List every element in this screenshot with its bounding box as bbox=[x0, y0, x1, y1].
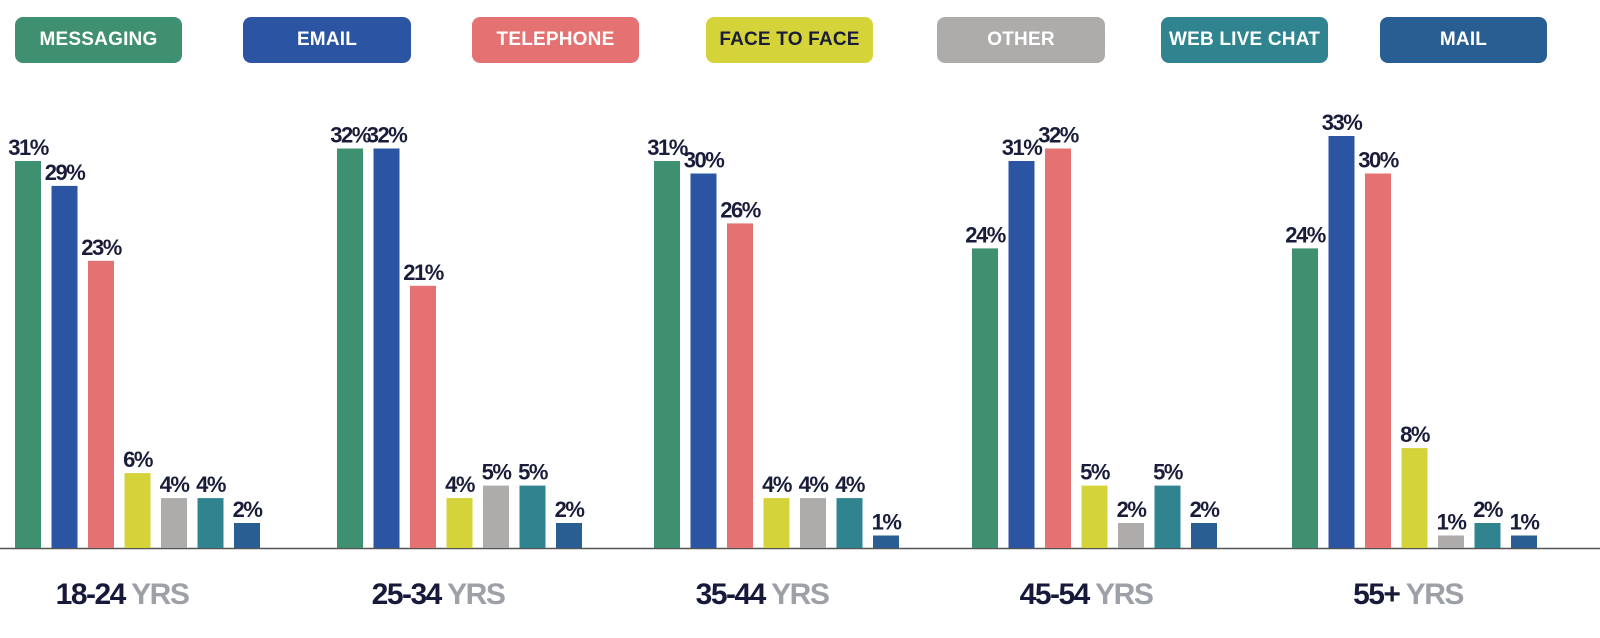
value-label-mail-18-24: 2% bbox=[233, 497, 263, 522]
value-label-telephone-25-34: 21% bbox=[403, 260, 443, 285]
bar-email-45-54 bbox=[1008, 161, 1035, 548]
legend-item-email: EMAIL bbox=[243, 17, 411, 63]
value-label-face-to-face-55: 8% bbox=[1400, 422, 1430, 447]
bar-face-to-face-25-34 bbox=[446, 498, 473, 548]
group-label-range: 55+ bbox=[1353, 578, 1401, 611]
value-label-other-35-44: 4% bbox=[799, 472, 829, 497]
bar-web-live-chat-55 bbox=[1474, 523, 1501, 548]
value-label-face-to-face-45-54: 5% bbox=[1080, 460, 1110, 485]
value-label-email-18-24: 29% bbox=[45, 160, 85, 185]
bar-messaging-35-44 bbox=[654, 161, 680, 548]
value-label-telephone-55: 30% bbox=[1358, 148, 1398, 173]
bar-messaging-45-54 bbox=[972, 248, 998, 548]
group-label-25-34: 25-34 YRS bbox=[308, 578, 568, 612]
bar-web-live-chat-18-24 bbox=[197, 498, 224, 548]
bar-telephone-18-24 bbox=[88, 260, 114, 548]
bar-mail-25-34 bbox=[556, 523, 582, 548]
value-label-messaging-55: 24% bbox=[1285, 222, 1325, 247]
bar-messaging-18-24 bbox=[15, 161, 41, 548]
legend-item-telephone: TELEPHONE bbox=[472, 17, 639, 63]
value-label-face-to-face-18-24: 6% bbox=[123, 447, 153, 472]
value-label-web-live-chat-45-54: 5% bbox=[1153, 460, 1183, 485]
group-label-18-24: 18-24 YRS bbox=[0, 578, 252, 612]
value-label-mail-35-44: 1% bbox=[872, 510, 902, 535]
bar-telephone-35-44 bbox=[727, 223, 753, 548]
bar-face-to-face-55 bbox=[1401, 448, 1428, 548]
value-label-web-live-chat-25-34: 5% bbox=[518, 460, 548, 485]
group-label-unit: YRS bbox=[131, 578, 190, 611]
bar-other-18-24 bbox=[161, 498, 187, 548]
bar-web-live-chat-45-54 bbox=[1154, 485, 1181, 548]
bar-telephone-25-34 bbox=[410, 285, 436, 548]
bar-mail-55 bbox=[1511, 535, 1537, 548]
value-label-mail-55: 1% bbox=[1510, 510, 1540, 535]
bar-other-35-44 bbox=[800, 498, 826, 548]
bar-other-55 bbox=[1438, 535, 1464, 548]
bar-email-35-44 bbox=[690, 173, 717, 548]
legend-item-mail: MAIL bbox=[1380, 17, 1547, 63]
value-label-web-live-chat-18-24: 4% bbox=[196, 472, 226, 497]
legend-item-messaging: MESSAGING bbox=[15, 17, 182, 63]
bar-telephone-45-54 bbox=[1045, 148, 1071, 548]
value-label-web-live-chat-55: 2% bbox=[1473, 497, 1503, 522]
value-label-messaging-18-24: 31% bbox=[8, 135, 48, 160]
group-label-range: 45-54 bbox=[1019, 578, 1091, 611]
bar-messaging-25-34 bbox=[337, 148, 363, 548]
bar-other-45-54 bbox=[1118, 523, 1144, 548]
group-label-range: 25-34 bbox=[371, 578, 443, 611]
legend-item-web-live-chat: WEB LIVE CHAT bbox=[1161, 17, 1328, 63]
value-label-messaging-25-34: 32% bbox=[330, 123, 370, 148]
bar-messaging-55 bbox=[1292, 248, 1318, 548]
value-label-email-25-34: 32% bbox=[367, 123, 407, 148]
value-label-mail-25-34: 2% bbox=[555, 497, 585, 522]
group-label-unit: YRS bbox=[771, 578, 830, 611]
value-label-face-to-face-35-44: 4% bbox=[762, 472, 792, 497]
bar-other-25-34 bbox=[483, 485, 509, 548]
group-label-unit: YRS bbox=[1095, 578, 1154, 611]
value-label-other-45-54: 2% bbox=[1117, 497, 1147, 522]
bar-face-to-face-45-54 bbox=[1081, 485, 1108, 548]
bar-web-live-chat-25-34 bbox=[519, 485, 546, 548]
group-label-45-54: 45-54 YRS bbox=[956, 578, 1216, 612]
group-label-35-44: 35-44 YRS bbox=[632, 578, 892, 612]
value-label-other-18-24: 4% bbox=[160, 472, 190, 497]
value-label-email-35-44: 30% bbox=[684, 148, 724, 173]
value-label-face-to-face-25-34: 4% bbox=[445, 472, 475, 497]
bar-email-55 bbox=[1328, 136, 1355, 548]
bar-web-live-chat-35-44 bbox=[836, 498, 863, 548]
group-label-55: 55+ YRS bbox=[1278, 578, 1538, 612]
value-label-other-55: 1% bbox=[1437, 510, 1467, 535]
bar-email-18-24 bbox=[51, 185, 78, 548]
value-label-email-55: 33% bbox=[1322, 110, 1362, 135]
bar-mail-18-24 bbox=[234, 523, 260, 548]
bar-telephone-55 bbox=[1365, 173, 1391, 548]
value-label-telephone-45-54: 32% bbox=[1038, 123, 1078, 148]
legend-item-face-to-face: FACE TO FACE bbox=[706, 17, 873, 63]
bar-face-to-face-18-24 bbox=[124, 473, 151, 548]
group-label-unit: YRS bbox=[447, 578, 506, 611]
chart-legend: MESSAGING EMAIL TELEPHONE FACE TO FACE OTHER… bbox=[0, 0, 1600, 80]
group-label-unit: YRS bbox=[1405, 578, 1465, 611]
bar-face-to-face-35-44 bbox=[763, 498, 790, 548]
bar-mail-45-54 bbox=[1191, 523, 1217, 548]
value-label-messaging-45-54: 24% bbox=[965, 222, 1005, 247]
value-label-web-live-chat-35-44: 4% bbox=[835, 472, 865, 497]
value-label-other-25-34: 5% bbox=[482, 460, 512, 485]
bar-mail-35-44 bbox=[873, 535, 899, 548]
value-label-telephone-35-44: 26% bbox=[720, 197, 760, 222]
group-label-range: 35-44 bbox=[695, 578, 767, 611]
legend-item-other: OTHER bbox=[937, 17, 1105, 63]
group-label-range: 18-24 bbox=[55, 578, 127, 611]
bar-email-25-34 bbox=[373, 148, 400, 548]
value-label-messaging-35-44: 31% bbox=[647, 135, 687, 160]
value-label-telephone-18-24: 23% bbox=[81, 235, 121, 260]
value-label-email-45-54: 31% bbox=[1002, 135, 1042, 160]
value-label-mail-45-54: 2% bbox=[1190, 497, 1220, 522]
